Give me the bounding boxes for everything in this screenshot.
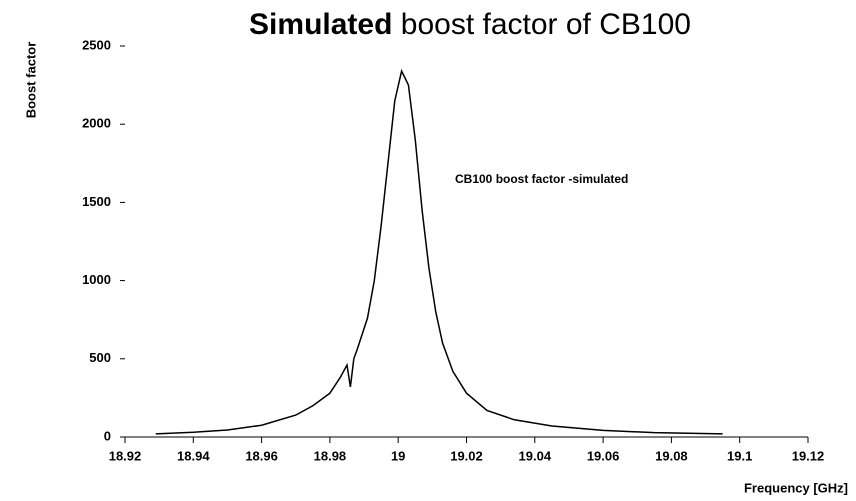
title-bold: Simulated [249, 8, 392, 41]
x-axis-label: Frequency [GHz] [744, 480, 848, 495]
x-tick-label: 18.94 [177, 448, 210, 463]
y-tick-label: 1500 [82, 194, 111, 209]
y-axis-label: Boost factor [23, 42, 38, 119]
y-tick-label: 0 [104, 428, 111, 443]
y-tick-label: 2000 [82, 116, 111, 131]
chart-title: Simulated boost factor of CB100 [249, 8, 691, 41]
y-tick-label: 500 [89, 350, 111, 365]
x-tick-label: 19.12 [792, 448, 825, 463]
x-tick-label: 19 [391, 448, 405, 463]
line-series [155, 68, 723, 435]
x-tick-label: 19.06 [587, 448, 620, 463]
annotation: CB100 boost factor -simulated [455, 172, 628, 186]
x-tick-label: 18.92 [109, 448, 142, 463]
x-tick-label: 18.96 [245, 448, 278, 463]
x-tick-label: 19.02 [450, 448, 483, 463]
x-tick-label: 19.1 [727, 448, 752, 463]
title-rest: boost factor of CB100 [401, 8, 691, 41]
x-tick-label: 19.08 [655, 448, 688, 463]
x-tick-label: 19.04 [519, 448, 552, 463]
x-tick-label: 18.98 [314, 448, 347, 463]
y-tick-label: 1000 [82, 272, 111, 287]
y-tick-label: 2500 [82, 37, 111, 52]
